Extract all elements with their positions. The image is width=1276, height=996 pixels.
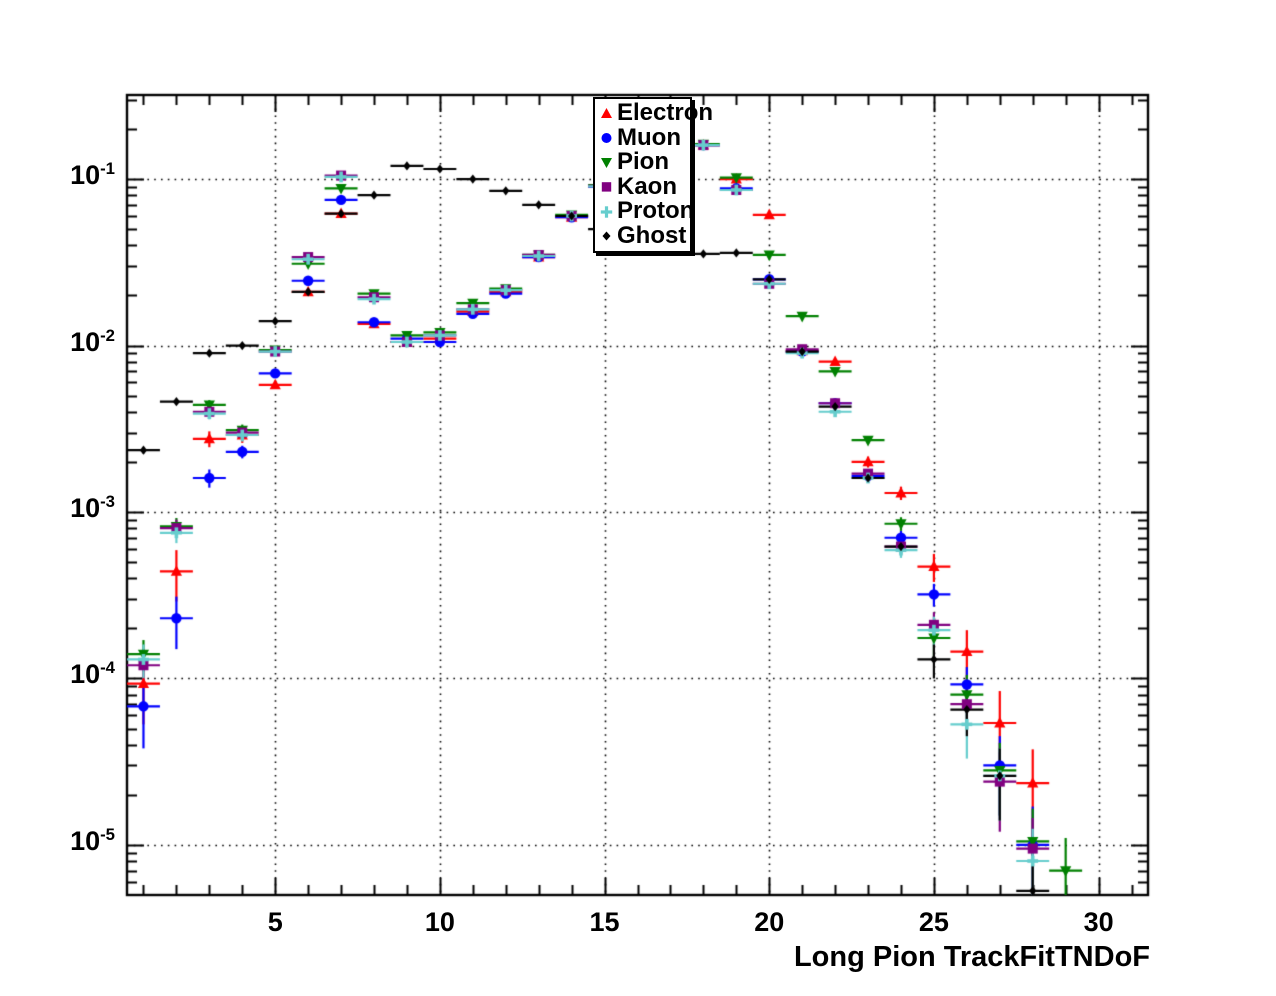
x-tick-label: 30 (1083, 907, 1114, 937)
triangle-up-marker-icon (598, 105, 615, 122)
legend-item-proton: Proton (598, 199, 694, 224)
x-tick-label: 20 (754, 907, 785, 937)
y-tick-label: 10-1 (70, 159, 115, 191)
circle-marker-icon (598, 129, 615, 146)
y-tick-label: 10-2 (70, 325, 115, 357)
legend-item-muon: Muon (598, 123, 684, 151)
square-marker-icon (598, 178, 615, 195)
x-tick-label: 5 (267, 907, 283, 937)
y-tick-mantissa: 10 (70, 659, 101, 690)
x-tick-label: 15 (589, 907, 620, 937)
x-tick-label: 10 (424, 907, 455, 937)
legend-item-label: Proton (617, 197, 695, 225)
triangle-down-marker-icon (598, 154, 615, 171)
cross-marker-icon (598, 203, 615, 220)
diamond-marker-icon (598, 227, 615, 244)
y-tick-mantissa: 10 (70, 492, 101, 523)
y-tick-label: 10-5 (70, 824, 115, 856)
legend-item-label: Pion (617, 148, 669, 176)
y-tick-label: 10-3 (70, 491, 115, 523)
legend-item-label: Muon (617, 123, 681, 151)
legend-item-ghost: Ghost (598, 221, 687, 249)
legend-item-label: Electron (617, 99, 714, 127)
y-tick-label: 10-4 (70, 660, 115, 688)
y-tick-exponent: -1 (100, 159, 115, 179)
y-tick-exponent: -2 (100, 325, 115, 345)
legend-item-label: Kaon (617, 172, 677, 200)
y-tick-exponent: -3 (100, 491, 115, 511)
y-tick-mantissa: 10 (70, 825, 101, 856)
x-tick-label: 25 (918, 907, 949, 937)
legend-item-label: Ghost (617, 221, 687, 249)
legend-item-kaon: Kaon (598, 172, 684, 200)
y-tick-exponent: -5 (100, 824, 115, 844)
y-tick-exponent: -4 (100, 658, 115, 678)
x-axis-title: Long Pion TrackFitTNDoF (793, 941, 1150, 973)
legend: Electron Muon Pion Kaon Proton Ghost (593, 97, 713, 253)
y-tick-mantissa: 10 (70, 160, 101, 191)
legend-item-pion: Pion (598, 150, 684, 175)
y-tick-mantissa: 10 (70, 326, 101, 357)
legend-item-electron: Electron (598, 101, 713, 126)
